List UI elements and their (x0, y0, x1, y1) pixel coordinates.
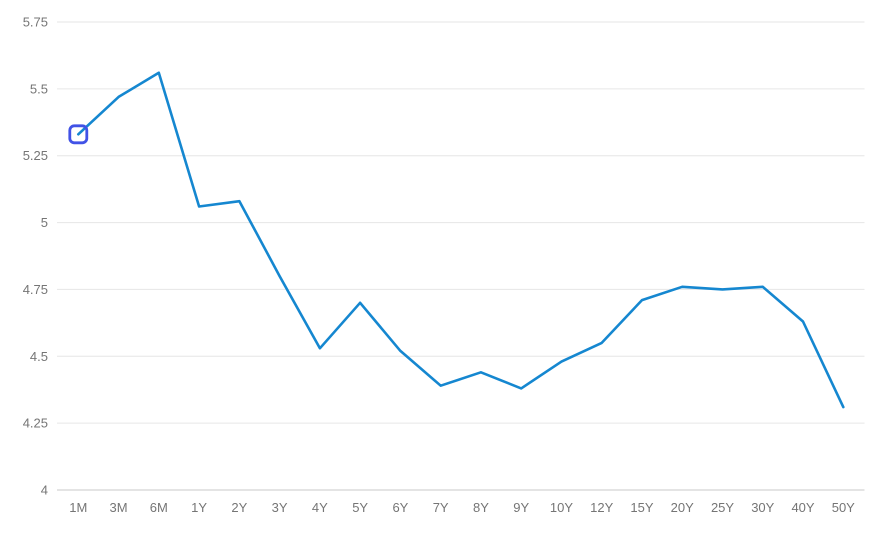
y-axis-tick-label: 5.75 (23, 15, 48, 30)
x-axis-tick-label: 4Y (312, 500, 328, 515)
x-axis-tick-label: 1Y (191, 500, 207, 515)
x-axis-tick-label: 12Y (590, 500, 613, 515)
x-axis-tick-label: 3Y (272, 500, 288, 515)
x-axis-tick-label: 9Y (513, 500, 529, 515)
x-axis-tick-label: 7Y (433, 500, 449, 515)
x-axis-tick-label: 5Y (352, 500, 368, 515)
x-axis-tick-label: 1M (69, 500, 87, 515)
x-axis-tick-label: 20Y (671, 500, 694, 515)
selected-point-marker[interactable] (68, 124, 89, 145)
y-axis-tick-label: 4.75 (23, 282, 48, 297)
x-axis-tick-label: 10Y (550, 500, 573, 515)
y-axis-tick-label: 5 (41, 215, 48, 230)
y-axis-tick-label: 5.5 (30, 81, 48, 96)
x-axis-tick-label: 50Y (832, 500, 855, 515)
x-axis-tick-label: 2Y (231, 500, 247, 515)
x-axis-tick-label: 3M (110, 500, 128, 515)
y-axis-tick-label: 4.5 (30, 349, 48, 364)
x-axis-tick-label: 6M (150, 500, 168, 515)
x-axis-tick-label: 40Y (791, 500, 814, 515)
y-axis-tick-label: 4.25 (23, 416, 48, 431)
x-axis-tick-label: 6Y (392, 500, 408, 515)
x-axis-tick-label: 8Y (473, 500, 489, 515)
yield-curve-line[interactable] (77, 71, 845, 409)
x-axis-tick-label: 25Y (711, 500, 734, 515)
y-axis-tick-label: 4 (41, 483, 48, 498)
x-axis-tick-label: 15Y (630, 500, 653, 515)
x-axis-tick-label: 30Y (751, 500, 774, 515)
y-axis-tick-label: 5.25 (23, 148, 48, 163)
